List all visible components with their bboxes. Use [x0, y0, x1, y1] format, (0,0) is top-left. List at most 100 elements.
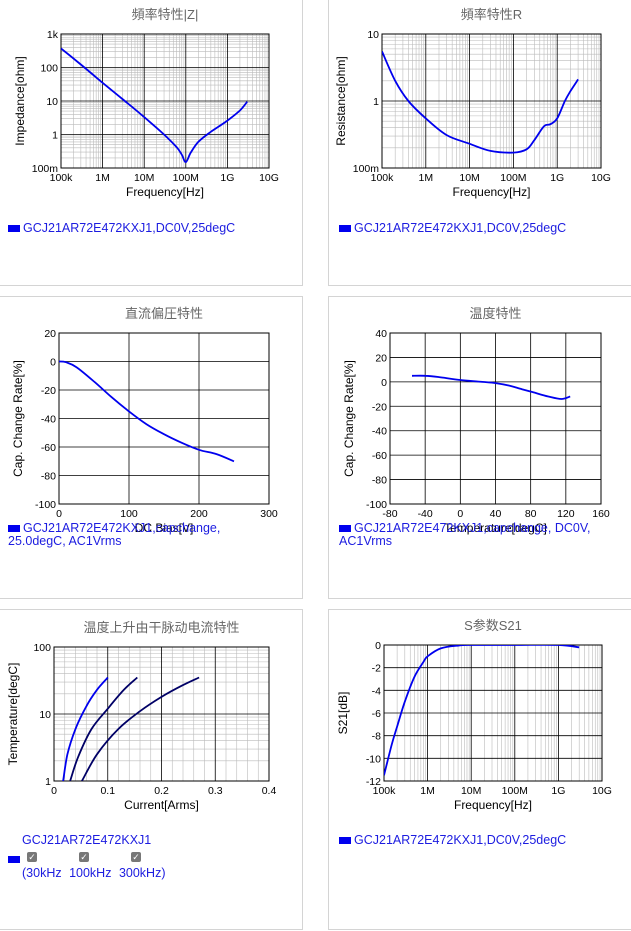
series-line-1 [61, 47, 248, 163]
legend-swatch [339, 225, 351, 233]
x-tick-label: 10M [461, 785, 481, 797]
x-tick-label: 10G [259, 172, 279, 184]
x-tick-label: 0.3 [208, 785, 223, 797]
series-line-1 [59, 360, 235, 463]
y-tick-label: 100m [32, 163, 59, 175]
chart-title: 温度上升由干脉动电流特性 [83, 620, 239, 635]
x-tick-label: 0.4 [262, 785, 277, 797]
legend-heating: GCJ21AR72E472KXJ1 [22, 834, 151, 847]
legend-text: GCJ21AR72E472KXJ1 [22, 833, 152, 847]
y-tick-label: 0 [381, 377, 387, 389]
legend-text: GCJ21AR72E472KXJ1,DC0V,25degC [23, 221, 236, 235]
checkbox-300khz[interactable]: ✓ [131, 852, 141, 862]
y-tick-label: 20 [44, 328, 56, 340]
x-tick-label: 40 [490, 508, 502, 520]
chart-title: 直流偏圧特性 [125, 306, 203, 321]
x-tick-label: 1M [419, 172, 434, 184]
legend-text: GCJ21AR72E472KXJ1,DC0V,25degC [354, 833, 567, 847]
legend-temperature: GCJ21AR72E472KXJ1,capchange, DC0V, AC1Vr… [339, 522, 591, 548]
x-tick-label: 1G [550, 172, 564, 184]
legend-swatch [339, 837, 351, 845]
y-tick-label: -20 [372, 401, 387, 413]
x-axis-label: Current[Arms] [124, 798, 199, 812]
y-tick-label: -8 [372, 731, 381, 743]
y-tick-label: 40 [375, 328, 387, 340]
legend-text: GCJ21AR72E472KXJ1,DC0V,25degC [354, 221, 567, 235]
chart-title: 頻率特性R [461, 7, 522, 22]
chart-dcbias: 0 100 200 300 -100 -80 -60 -40 -20 0 20 直流偏圧特性 DC Bi… [11, 306, 278, 535]
y-tick-label: 1 [45, 776, 51, 788]
legend-swatch [8, 525, 20, 533]
y-tick-label: -80 [372, 475, 387, 487]
x-tick-label: 0 [51, 785, 57, 797]
y-tick-label: -40 [372, 426, 387, 438]
x-tick-label: 100k [371, 172, 395, 184]
y-tick-label: -80 [41, 471, 56, 483]
y-tick-label: -4 [372, 685, 381, 697]
x-tick-label: -80 [382, 508, 397, 520]
y-tick-label: -60 [41, 442, 56, 454]
panel-heating: 0 0.1 0.2 0.3 0.4 1 10 100 温度上升由干脉动电流特性 Current[A… [0, 609, 303, 930]
chart-title: S参数S21 [464, 618, 522, 633]
plot-frame [381, 33, 602, 169]
x-tick-label: -40 [418, 508, 433, 520]
y-tick-label: 0 [375, 640, 381, 652]
panel-temperature: -80 -40 0 40 80 120 160 -100 -80 -60 -40 -20 0 20 40 温度… [328, 296, 631, 599]
x-axis-label: Frequency[Hz] [452, 185, 530, 199]
panel-impedance: 100k 1M 10M 100M 1G 10G 100m 1 10 100 1k 頻率特性|Z| Fre… [0, 0, 303, 286]
y-tick-label: 100 [33, 642, 51, 654]
x-tick-label: 1G [551, 785, 565, 797]
y-tick-label: 10 [367, 29, 379, 41]
x-tick-label: 100k [50, 172, 74, 184]
x-tick-label: 300 [260, 508, 278, 520]
frequency-toggles: ✓ ✓ ✓ (30kHz 100kHz 300kHz) [8, 852, 208, 880]
x-tick-label: 10G [591, 172, 611, 184]
y-tick-label: -20 [41, 385, 56, 397]
plot-frame [58, 332, 270, 505]
x-tick-label: 100k [373, 785, 397, 797]
x-tick-label: 1M [95, 172, 110, 184]
x-tick-label: 0.2 [154, 785, 169, 797]
y-tick-label: 10 [46, 96, 58, 108]
y-axis-label: Temperature[degC] [6, 663, 20, 766]
x-tick-label: 1M [420, 785, 435, 797]
legend-text-2: 25.0degC, AC1Vrms [8, 534, 122, 548]
y-tick-label: -40 [41, 414, 56, 426]
x-axis-label: Frequency[Hz] [454, 798, 532, 812]
legend-swatch [339, 525, 351, 533]
y-axis-label: Cap. Change Rate[%] [342, 360, 356, 477]
series-line-2 [69, 676, 138, 781]
x-tick-label: 100 [120, 508, 138, 520]
chart-s21: 100k 1M 10M 100M 1G 10G -12 -10 -8 -6 -4 -2 0 S参数S21 F… [336, 618, 612, 812]
x-tick-label: 120 [557, 508, 575, 520]
legend-text: GCJ21AR72E472KXJ1,capchange, DC0V, [354, 521, 591, 535]
y-tick-label: -100 [366, 499, 387, 511]
y-tick-label: 20 [375, 352, 387, 364]
y-tick-label: 1 [373, 96, 379, 108]
x-tick-label: 0 [56, 508, 62, 520]
series-line-1 [382, 51, 579, 154]
y-tick-label: -2 [372, 663, 381, 675]
series-line-1 [411, 374, 571, 400]
x-tick-label: 100M [173, 172, 199, 184]
x-tick-label: 10G [592, 785, 612, 797]
major-grid [389, 332, 602, 505]
checkbox-100khz[interactable]: ✓ [79, 852, 89, 862]
panel-dcbias: 0 100 200 300 -100 -80 -60 -40 -20 0 20 直流偏圧特性 DC Bi… [0, 296, 303, 599]
major-grid [58, 332, 270, 505]
y-axis-label: Resistance[ohm] [334, 56, 348, 145]
y-tick-label: -60 [372, 450, 387, 462]
checkbox-30khz[interactable]: ✓ [27, 852, 37, 862]
x-tick-label: 80 [525, 508, 537, 520]
series-line-1 [62, 676, 109, 781]
legend-dcbias: GCJ21AR72E472KXJ1,capchange, 25.0degC, A… [8, 522, 220, 548]
x-axis-label: DC Bias[V] [135, 521, 194, 535]
x-tick-label: 0 [457, 508, 463, 520]
panel-s21: 100k 1M 10M 100M 1G 10G -12 -10 -8 -6 -4 -2 0 S参数S21 F… [328, 609, 631, 930]
y-tick-label: 100m [353, 163, 380, 175]
x-tick-label: 0.1 [100, 785, 115, 797]
chart-temperature: -80 -40 0 40 80 120 160-100-80-60-40-2002040温度… [342, 306, 610, 535]
x-tick-label: 100M [502, 785, 528, 797]
chart-title: 頻率特性|Z| [132, 7, 199, 22]
chart-heating: 0 0.1 0.2 0.3 0.4 1 10 100 温度上升由干脉动电流特性 Current[A… [6, 620, 277, 812]
